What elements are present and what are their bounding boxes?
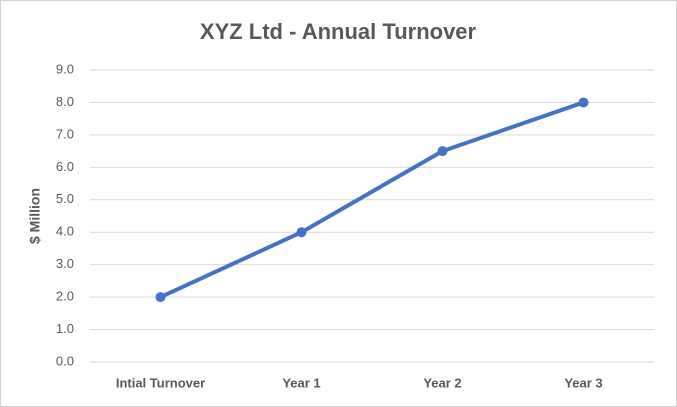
x-tick-label: Year 3 xyxy=(564,375,602,390)
y-tick-label: 7.0 xyxy=(56,126,74,141)
x-tick-label: Year 2 xyxy=(423,375,461,390)
marker xyxy=(437,146,448,157)
y-tick-label: 8.0 xyxy=(56,94,74,109)
y-tick-label: 6.0 xyxy=(56,159,74,174)
y-tick-label: 2.0 xyxy=(56,289,74,304)
y-axis-label: $ Million xyxy=(27,188,43,244)
y-tick-label: 3.0 xyxy=(56,256,74,271)
y-tick-label: 0.0 xyxy=(56,353,74,368)
y-tick-label: 1.0 xyxy=(56,321,74,336)
x-tick-label: Intial Turnover xyxy=(116,375,205,390)
marker xyxy=(578,97,589,108)
marker xyxy=(296,227,307,238)
y-tick-label: 5.0 xyxy=(56,191,74,206)
y-tick-label: 9.0 xyxy=(56,61,74,76)
line xyxy=(159,100,585,299)
marker xyxy=(155,292,166,303)
x-tick-label: Year 1 xyxy=(282,375,320,390)
y-tick-label: 4.0 xyxy=(56,224,74,239)
chart-title: XYZ Ltd - Annual Turnover xyxy=(200,19,477,44)
